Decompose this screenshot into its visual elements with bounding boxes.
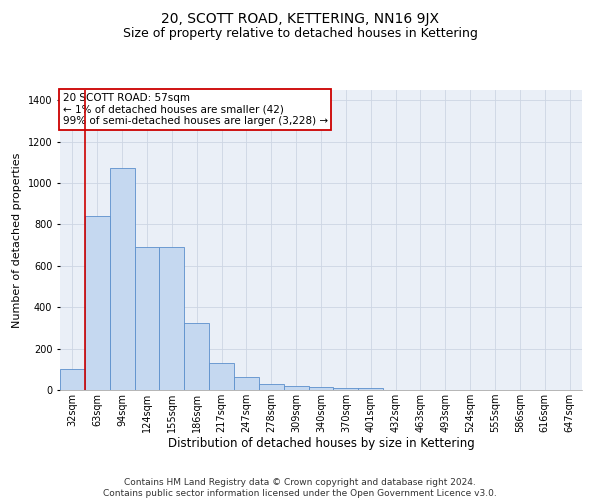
Text: Size of property relative to detached houses in Kettering: Size of property relative to detached ho… [122, 28, 478, 40]
Bar [160, 247, 184, 390]
Bar [85, 216, 110, 390]
Bar [259, 384, 284, 390]
Bar [209, 363, 234, 390]
Text: 20, SCOTT ROAD, KETTERING, NN16 9JX: 20, SCOTT ROAD, KETTERING, NN16 9JX [161, 12, 439, 26]
Y-axis label: Number of detached properties: Number of detached properties [12, 152, 22, 328]
Bar [184, 323, 209, 390]
Bar [134, 247, 160, 390]
Text: Distribution of detached houses by size in Kettering: Distribution of detached houses by size … [167, 438, 475, 450]
Bar [308, 387, 334, 390]
Bar [334, 388, 358, 390]
Text: Contains HM Land Registry data © Crown copyright and database right 2024.
Contai: Contains HM Land Registry data © Crown c… [103, 478, 497, 498]
Bar [110, 168, 134, 390]
Bar [60, 370, 85, 390]
Bar [358, 388, 383, 390]
Bar [284, 386, 308, 390]
Text: 20 SCOTT ROAD: 57sqm
← 1% of detached houses are smaller (42)
99% of semi-detach: 20 SCOTT ROAD: 57sqm ← 1% of detached ho… [62, 93, 328, 126]
Bar [234, 376, 259, 390]
